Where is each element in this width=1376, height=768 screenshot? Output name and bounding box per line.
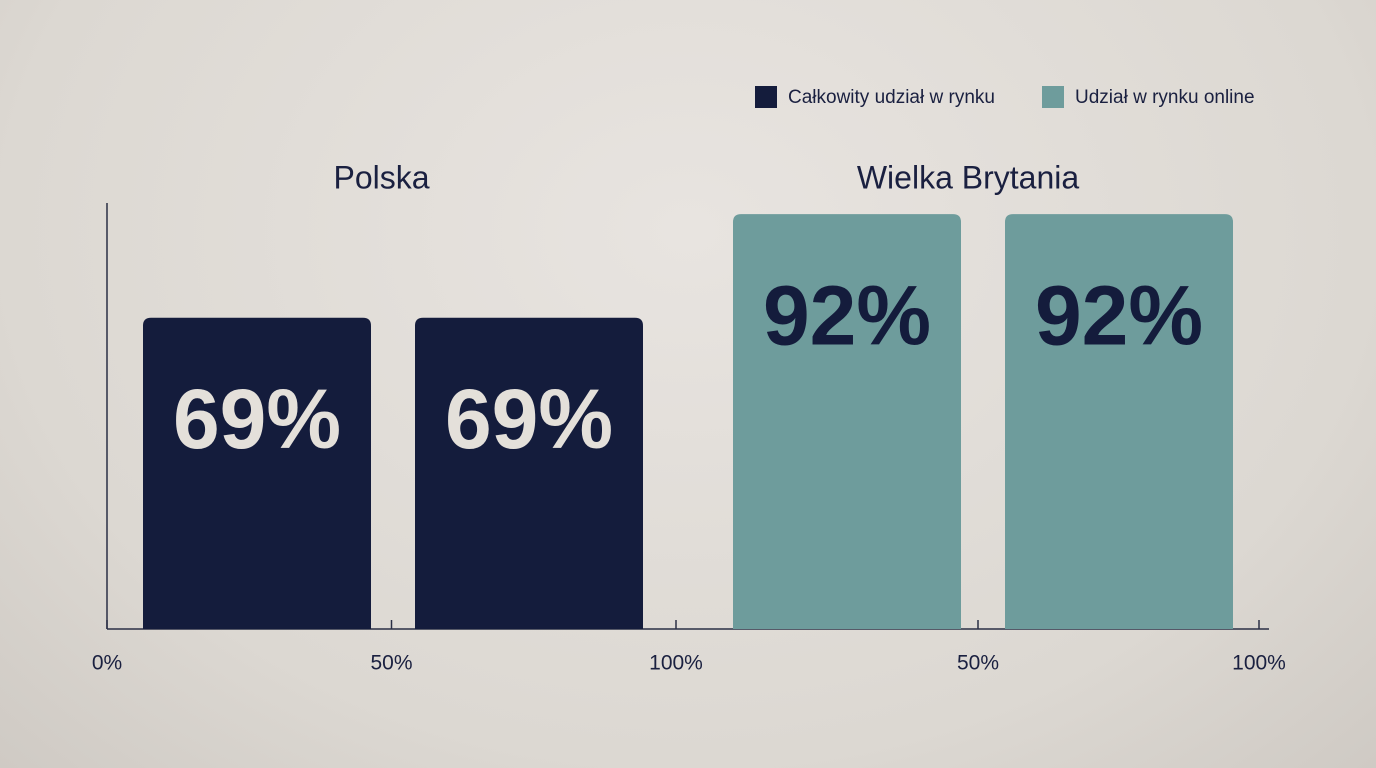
x-tick-label: 50% (957, 652, 999, 675)
legend-label: Udział w rynku online (1075, 87, 1255, 108)
legend-swatch (755, 86, 777, 108)
value-label: 92% (1035, 268, 1203, 362)
bar (1005, 214, 1233, 629)
bar (733, 214, 961, 629)
legend-label: Całkowity udział w rynku (788, 87, 995, 108)
value-label: 92% (763, 268, 931, 362)
value-label: 69% (173, 372, 341, 466)
panel-title: Wielka Brytania (857, 159, 1080, 195)
x-tick-label: 0% (92, 652, 122, 675)
bar (143, 317, 371, 629)
x-tick-label: 100% (649, 652, 703, 675)
x-tick-label: 100% (1232, 652, 1286, 675)
bar (415, 317, 643, 629)
value-label: 69% (445, 372, 613, 466)
panel-title: Polska (333, 159, 429, 195)
legend-swatch (1042, 86, 1064, 108)
x-tick-label: 50% (370, 652, 412, 675)
